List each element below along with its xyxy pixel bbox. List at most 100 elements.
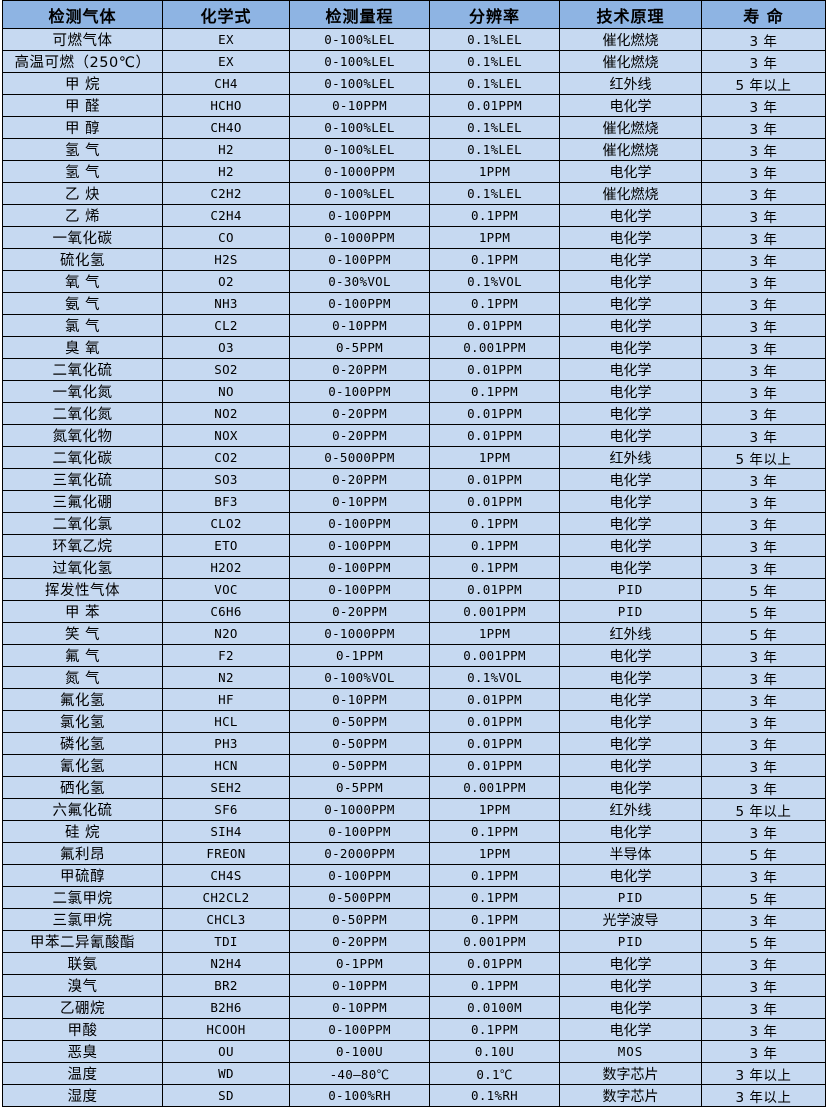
cell-range: 0-10PPM (289, 974, 430, 997)
cell-gas: 氨 气 (2, 292, 163, 315)
cell-lifetime: 3 年 (701, 94, 826, 117)
cell-gas: 甲 醇 (2, 116, 163, 139)
cell-lifetime: 3 年 (701, 754, 826, 777)
cell-resolution: 0.01PPM (429, 952, 560, 975)
cell-gas: 硫化氢 (2, 248, 163, 271)
table-row: 硅 烷 SIH4 0-100PPM 0.1PPM 电化学 3 年 (2, 820, 826, 843)
cell-lifetime: 3 年 (701, 820, 826, 843)
cell-technology: 电化学 (559, 864, 702, 887)
cell-range: 0-50PPM (289, 732, 430, 755)
cell-formula: CLO2 (162, 512, 290, 535)
cell-range: 0-100PPM (289, 556, 430, 579)
cell-resolution: 0.0100M (429, 996, 560, 1019)
cell-lifetime: 3 年 (701, 512, 826, 535)
table-row: 乙硼烷 B2H6 0-10PPM 0.0100M 电化学 3 年 (2, 996, 826, 1019)
cell-resolution: 0.1%LEL (429, 182, 560, 205)
cell-technology: PID (559, 578, 702, 601)
table-row: 氯 气 CL2 0-10PPM 0.01PPM 电化学 3 年 (2, 314, 826, 337)
cell-technology: PID (559, 886, 702, 909)
table-row: 甲硫醇 CH4S 0-100PPM 0.1PPM 电化学 3 年 (2, 864, 826, 887)
cell-gas: 乙 烯 (2, 204, 163, 227)
cell-technology: 电化学 (559, 248, 702, 271)
cell-resolution: 1PPM (429, 446, 560, 469)
cell-range: 0-1000PPM (289, 160, 430, 183)
cell-range: 0-100PPM (289, 820, 430, 843)
cell-gas: 温度 (2, 1062, 163, 1085)
cell-formula: NO (162, 380, 290, 403)
table-row: 三氧化硫 SO3 0-20PPM 0.01PPM 电化学 3 年 (2, 468, 826, 491)
table-row: 过氧化氢 H2O2 0-100PPM 0.1PPM 电化学 3 年 (2, 556, 826, 579)
cell-lifetime: 5 年 (701, 930, 826, 953)
cell-gas: 氟化氢 (2, 688, 163, 711)
cell-technology: 数字芯片 (559, 1062, 702, 1085)
cell-technology: 电化学 (559, 732, 702, 755)
cell-gas: 湿度 (2, 1084, 163, 1107)
cell-technology: 电化学 (559, 776, 702, 799)
cell-range: 0-30%VOL (289, 270, 430, 293)
cell-lifetime: 3 年 (701, 138, 826, 161)
cell-range: 0-100%LEL (289, 116, 430, 139)
cell-technology: 电化学 (559, 358, 702, 381)
column-header-resolution: 分辨率 (429, 0, 560, 29)
column-header-gas: 检测气体 (2, 0, 163, 29)
cell-range: -40—80℃ (289, 1062, 430, 1085)
cell-formula: N2H4 (162, 952, 290, 975)
cell-technology: 电化学 (559, 512, 702, 535)
cell-resolution: 0.01PPM (429, 490, 560, 513)
cell-gas: 二氧化碳 (2, 446, 163, 469)
cell-gas: 挥发性气体 (2, 578, 163, 601)
cell-lifetime: 3 年 (701, 952, 826, 975)
cell-lifetime: 3 年 (701, 644, 826, 667)
cell-lifetime: 3 年以上 (701, 1062, 826, 1085)
cell-gas: 氯 气 (2, 314, 163, 337)
table-row: 氮氧化物 NOX 0-20PPM 0.01PPM 电化学 3 年 (2, 424, 826, 447)
cell-resolution: 0.1%VOL (429, 666, 560, 689)
cell-resolution: 0.1%LEL (429, 116, 560, 139)
table-row: 硒化氢 SEH2 0-5PPM 0.001PPM 电化学 3 年 (2, 776, 826, 799)
cell-resolution: 0.01PPM (429, 424, 560, 447)
cell-resolution: 0.001PPM (429, 776, 560, 799)
cell-lifetime: 5 年以上 (701, 798, 826, 821)
cell-gas: 三氟化硼 (2, 490, 163, 513)
cell-formula: HCL (162, 710, 290, 733)
cell-range: 0-100%LEL (289, 50, 430, 73)
cell-technology: 电化学 (559, 820, 702, 843)
cell-formula: B2H6 (162, 996, 290, 1019)
cell-technology: 电化学 (559, 270, 702, 293)
cell-technology: 红外线 (559, 446, 702, 469)
table-row: 溴气 BR2 0-10PPM 0.1PPM 电化学 3 年 (2, 974, 826, 997)
cell-range: 0-20PPM (289, 468, 430, 491)
cell-lifetime: 3 年 (701, 358, 826, 381)
cell-resolution: 1PPM (429, 160, 560, 183)
cell-gas: 三氯甲烷 (2, 908, 163, 931)
cell-technology: 电化学 (559, 336, 702, 359)
cell-resolution: 0.1PPM (429, 248, 560, 271)
table-row: 氨 气 NH3 0-100PPM 0.1PPM 电化学 3 年 (2, 292, 826, 315)
cell-resolution: 0.01PPM (429, 94, 560, 117)
cell-lifetime: 3 年 (701, 50, 826, 73)
cell-technology: 电化学 (559, 556, 702, 579)
cell-range: 0-1000PPM (289, 622, 430, 645)
cell-gas: 乙 炔 (2, 182, 163, 205)
cell-formula: BR2 (162, 974, 290, 997)
cell-range: 0-5000PPM (289, 446, 430, 469)
table-row: 二氧化氮 NO2 0-20PPM 0.01PPM 电化学 3 年 (2, 402, 826, 425)
cell-resolution: 0.1%LEL (429, 138, 560, 161)
cell-technology: 电化学 (559, 754, 702, 777)
cell-formula: HF (162, 688, 290, 711)
cell-gas: 氢 气 (2, 138, 163, 161)
cell-lifetime: 3 年 (701, 534, 826, 557)
cell-resolution: 0.1PPM (429, 204, 560, 227)
cell-gas: 硒化氢 (2, 776, 163, 799)
cell-technology: 电化学 (559, 160, 702, 183)
cell-gas: 笑 气 (2, 622, 163, 645)
cell-range: 0-100%RH (289, 1084, 430, 1107)
cell-lifetime: 3 年 (701, 908, 826, 931)
cell-lifetime: 5 年以上 (701, 446, 826, 469)
table-row: 可燃气体 EX 0-100%LEL 0.1%LEL 催化燃烧 3 年 (2, 28, 826, 51)
cell-lifetime: 3 年 (701, 666, 826, 689)
cell-range: 0-100PPM (289, 292, 430, 315)
cell-gas: 三氧化硫 (2, 468, 163, 491)
cell-resolution: 0.1PPM (429, 534, 560, 557)
cell-gas: 氢 气 (2, 160, 163, 183)
